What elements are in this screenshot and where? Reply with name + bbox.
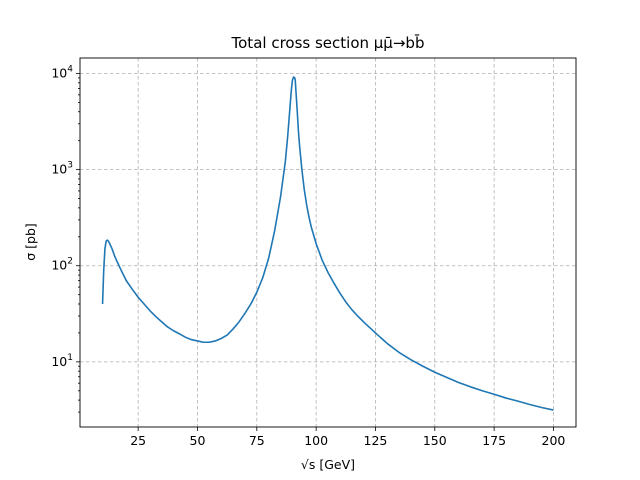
x-tick-label: 50 — [190, 433, 206, 448]
y-tick-exponent: 4 — [67, 65, 73, 75]
x-axis-ticks: 25 50 75 100 125 150 175 200 — [130, 427, 565, 448]
chart-title: Total cross section μμ̄→bb̄ — [231, 33, 425, 52]
y-tick-label: 104 — [51, 65, 73, 81]
y-tick-exponent: 3 — [67, 161, 73, 171]
x-axis-label: √s [GeV] — [301, 457, 355, 472]
y-tick-label: 103 — [51, 161, 73, 177]
y-tick-base: 10 — [51, 66, 67, 81]
plot-frame — [79, 57, 577, 428]
y-tick-label: 102 — [51, 257, 73, 273]
y-tick-label: 101 — [51, 353, 73, 369]
y-tick-base: 10 — [51, 354, 67, 369]
x-tick-label: 100 — [304, 433, 328, 448]
y-tick-exponent: 2 — [67, 257, 73, 267]
x-tick-label: 125 — [364, 433, 388, 448]
x-tick-label: 75 — [249, 433, 265, 448]
y-tick-base: 10 — [51, 162, 67, 177]
x-tick-label: 25 — [130, 433, 146, 448]
series-layer — [101, 76, 554, 411]
grid-lines — [80, 58, 576, 427]
y-tick-base: 10 — [51, 258, 67, 273]
x-tick-label: 175 — [482, 433, 506, 448]
y-axis-label: σ [pb] — [23, 223, 38, 261]
y-tick-exponent: 1 — [67, 353, 73, 363]
cross-section-line — [101, 76, 554, 411]
x-tick-label: 150 — [423, 433, 447, 448]
x-tick-label: 200 — [542, 433, 566, 448]
